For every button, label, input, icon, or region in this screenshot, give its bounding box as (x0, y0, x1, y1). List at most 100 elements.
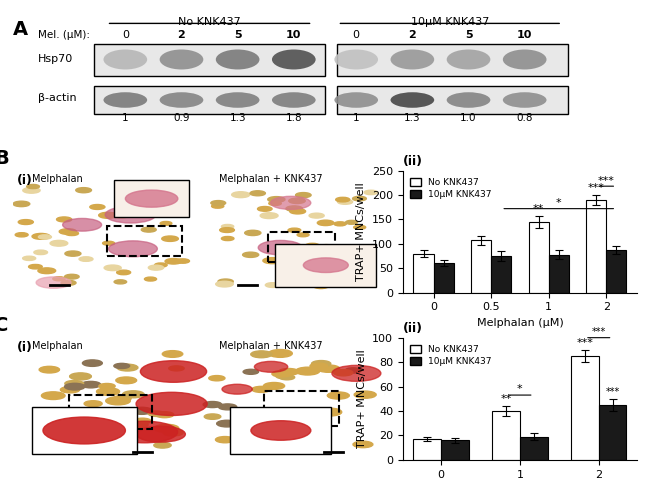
Circle shape (105, 207, 156, 223)
Circle shape (62, 218, 101, 231)
Circle shape (155, 263, 167, 267)
Circle shape (268, 197, 285, 202)
Ellipse shape (447, 92, 490, 108)
Circle shape (154, 442, 171, 448)
Circle shape (332, 365, 381, 381)
Circle shape (222, 225, 234, 228)
Text: 1.3: 1.3 (404, 113, 421, 123)
Circle shape (116, 439, 135, 445)
Text: (ii): (ii) (403, 322, 423, 335)
Bar (413, 254, 434, 293)
Circle shape (168, 202, 186, 208)
Circle shape (212, 204, 224, 208)
Circle shape (151, 194, 162, 197)
Text: 1: 1 (353, 113, 359, 123)
Circle shape (160, 222, 172, 225)
Circle shape (317, 365, 340, 372)
Text: 1.8: 1.8 (285, 113, 302, 123)
Circle shape (27, 184, 40, 189)
Text: ***: *** (577, 338, 593, 348)
Text: 10μM KNK437: 10μM KNK437 (411, 17, 489, 27)
Circle shape (57, 217, 72, 222)
Circle shape (114, 363, 129, 368)
Bar (549, 255, 569, 293)
Text: 1: 1 (122, 113, 129, 123)
Circle shape (255, 446, 271, 452)
Circle shape (79, 257, 93, 261)
Circle shape (322, 257, 339, 262)
Circle shape (83, 444, 105, 451)
Text: C: C (0, 316, 8, 335)
Ellipse shape (272, 92, 316, 108)
Circle shape (176, 259, 190, 263)
Circle shape (280, 375, 294, 380)
Circle shape (252, 386, 270, 393)
Circle shape (90, 205, 105, 210)
Circle shape (125, 207, 142, 212)
Circle shape (109, 241, 157, 257)
Circle shape (29, 264, 42, 269)
Circle shape (354, 226, 366, 229)
Circle shape (123, 391, 144, 398)
Circle shape (220, 227, 235, 232)
Circle shape (165, 258, 182, 264)
Circle shape (290, 209, 305, 214)
FancyBboxPatch shape (94, 45, 325, 76)
Bar (571, 356, 599, 460)
Circle shape (309, 213, 324, 218)
Circle shape (53, 277, 65, 281)
Circle shape (310, 363, 328, 369)
Circle shape (84, 401, 102, 407)
Circle shape (155, 412, 174, 418)
FancyBboxPatch shape (337, 45, 568, 76)
Circle shape (320, 244, 333, 249)
Circle shape (328, 393, 343, 398)
Circle shape (276, 374, 292, 378)
Text: Mel. (μM):: Mel. (μM): (38, 30, 90, 40)
Text: *: * (556, 198, 562, 208)
Ellipse shape (160, 49, 203, 70)
Circle shape (348, 258, 365, 264)
Circle shape (76, 188, 92, 193)
Circle shape (296, 367, 320, 375)
Circle shape (140, 361, 207, 382)
Circle shape (169, 366, 184, 371)
Circle shape (333, 370, 353, 376)
Ellipse shape (391, 49, 434, 70)
Circle shape (272, 371, 292, 377)
Circle shape (37, 410, 55, 416)
Circle shape (99, 212, 117, 218)
Circle shape (364, 190, 378, 195)
Bar (268, 232, 335, 262)
Bar (32, 407, 136, 454)
Circle shape (103, 241, 114, 245)
Circle shape (269, 201, 281, 205)
Circle shape (65, 251, 81, 256)
Text: ***: *** (588, 183, 604, 193)
Circle shape (354, 391, 376, 398)
Circle shape (64, 383, 85, 390)
Text: **: ** (500, 394, 512, 404)
Circle shape (334, 222, 346, 226)
Circle shape (254, 362, 288, 372)
Circle shape (113, 395, 131, 401)
Circle shape (99, 383, 115, 389)
Bar (264, 392, 339, 425)
Circle shape (268, 349, 292, 357)
Ellipse shape (447, 49, 490, 70)
Circle shape (64, 274, 79, 279)
Circle shape (251, 421, 311, 440)
Circle shape (119, 202, 153, 213)
Ellipse shape (503, 92, 547, 108)
Circle shape (23, 188, 40, 193)
Circle shape (148, 265, 164, 270)
Circle shape (42, 392, 65, 399)
Circle shape (117, 364, 138, 371)
Circle shape (116, 377, 136, 384)
Bar (606, 250, 627, 293)
Circle shape (231, 192, 250, 197)
Circle shape (265, 429, 282, 435)
Circle shape (265, 283, 280, 287)
Text: 5: 5 (234, 30, 241, 40)
Circle shape (222, 237, 234, 241)
